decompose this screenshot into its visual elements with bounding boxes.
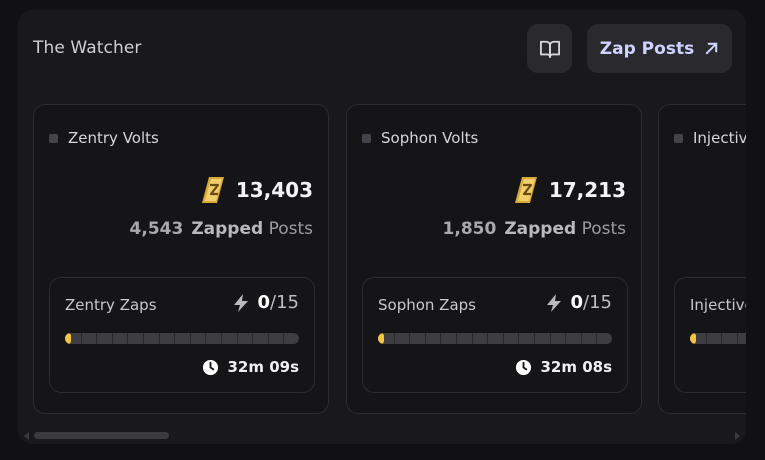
- volts-card-sophon: Sophon Volts 17,213 1,850 Zapped Posts So…: [346, 104, 642, 414]
- status-dot: [674, 133, 683, 143]
- progress-segment-divider: [409, 333, 411, 344]
- zaps-box: Sophon Zaps 0/15 32m 08s: [362, 277, 628, 393]
- progress-segment-divider: [455, 333, 457, 344]
- zaps-label: Zentry Zaps: [65, 296, 157, 314]
- cards-carousel[interactable]: Zentry Volts 13,403 4,543 Zapped Posts Ze…: [33, 104, 746, 416]
- arrow-up-right-icon: [705, 42, 718, 55]
- progress-segment-divider: [549, 333, 551, 344]
- volt-coin-icon: [201, 177, 224, 203]
- scrollbar-thumb[interactable]: [34, 432, 169, 439]
- progress-segment-divider: [580, 333, 582, 344]
- zap-posts-button[interactable]: Zap Posts: [587, 24, 732, 73]
- volts-value: 13,403: [235, 178, 313, 202]
- progress-segment-divider: [127, 333, 129, 344]
- progress-segment-divider: [424, 333, 426, 344]
- zapped-count: 1,850: [442, 219, 497, 239]
- status-dot: [362, 133, 371, 143]
- progress-segment-divider: [721, 333, 723, 344]
- volts-value: 17,213: [548, 178, 626, 202]
- progress-segment-divider: [393, 333, 395, 344]
- clock-icon: [203, 359, 219, 375]
- zaps-label: Injective Zaps: [690, 296, 746, 314]
- progress-segment-divider: [174, 333, 176, 344]
- zaps-progress-text: 0/15: [232, 292, 299, 313]
- guide-button[interactable]: [527, 24, 572, 73]
- zaps-box: Injective Zaps: [674, 277, 746, 393]
- progress-segment-divider: [96, 333, 98, 344]
- status-dot: [49, 133, 58, 143]
- watcher-panel: The Watcher Zap Posts Zentry Volts: [18, 10, 746, 444]
- progress-segment-divider: [440, 333, 442, 344]
- zaps-progress-text: 0/15: [545, 292, 612, 313]
- card-title: Zentry Volts: [68, 129, 159, 147]
- progress-segment-divider: [80, 333, 82, 344]
- posts-word: Posts: [268, 219, 313, 239]
- scroll-left-icon[interactable]: [24, 432, 29, 440]
- zapped-word: Zapped: [191, 219, 264, 239]
- progress-segment-divider: [111, 333, 113, 344]
- zaps-total: /15: [583, 292, 612, 313]
- progress-segment-divider: [220, 333, 222, 344]
- zaps-box: Zentry Zaps 0/15 32m 09s: [49, 277, 315, 393]
- zapped-word: Zapped: [504, 219, 577, 239]
- progress-segment-divider: [158, 333, 160, 344]
- zaps-timer: 32m 09s: [202, 358, 299, 376]
- card-title: Sophon Volts: [381, 129, 479, 147]
- zaps-progress-bar: [65, 333, 299, 344]
- progress-segment-divider: [267, 333, 269, 344]
- progress-segment-divider: [142, 333, 144, 344]
- progress-segment-divider: [518, 333, 520, 344]
- card-title: Injective Volts: [693, 129, 746, 147]
- progress-fill: [378, 333, 384, 344]
- progress-segment-divider: [189, 333, 191, 344]
- lightning-icon: [546, 293, 561, 312]
- zapped-posts: 4,543 Zapped Posts: [130, 219, 313, 239]
- posts-word: Posts: [581, 219, 626, 239]
- progress-segment-divider: [533, 333, 535, 344]
- progress-segment-divider: [471, 333, 473, 344]
- volts-card-injective: Injective Volts Injective Zaps: [658, 104, 746, 414]
- zap-posts-label: Zap Posts: [599, 38, 695, 59]
- clock-icon: [516, 359, 532, 375]
- timer-value: 32m 09s: [227, 358, 299, 376]
- horizontal-scrollbar[interactable]: [24, 432, 740, 440]
- timer-value: 32m 08s: [540, 358, 612, 376]
- progress-fill: [690, 333, 696, 344]
- progress-segment-divider: [236, 333, 238, 344]
- panel-title: The Watcher: [33, 38, 142, 58]
- zaps-progress-bar: [378, 333, 612, 344]
- progress-segment-divider: [252, 333, 254, 344]
- progress-segment-divider: [596, 333, 598, 344]
- progress-segment-divider: [565, 333, 567, 344]
- zaps-current: 0: [570, 292, 584, 313]
- zaps-progress-bar: [690, 333, 746, 344]
- zaps-timer: 32m 08s: [515, 358, 612, 376]
- progress-segment-divider: [283, 333, 285, 344]
- zapped-posts: 1,850 Zapped Posts: [443, 219, 626, 239]
- zapped-count: 4,543: [129, 219, 184, 239]
- book-open-icon: [539, 40, 560, 58]
- volts-card-zentry: Zentry Volts 13,403 4,543 Zapped Posts Ze…: [33, 104, 329, 414]
- lightning-icon: [233, 293, 248, 312]
- volt-coin-icon: [514, 177, 537, 203]
- zaps-total: /15: [270, 292, 299, 313]
- zaps-current: 0: [257, 292, 271, 313]
- scroll-right-icon[interactable]: [735, 432, 740, 440]
- progress-segment-divider: [502, 333, 504, 344]
- progress-segment-divider: [705, 333, 707, 344]
- progress-fill: [65, 333, 71, 344]
- progress-segment-divider: [487, 333, 489, 344]
- progress-segment-divider: [736, 333, 738, 344]
- zaps-label: Sophon Zaps: [378, 296, 476, 314]
- progress-segment-divider: [205, 333, 207, 344]
